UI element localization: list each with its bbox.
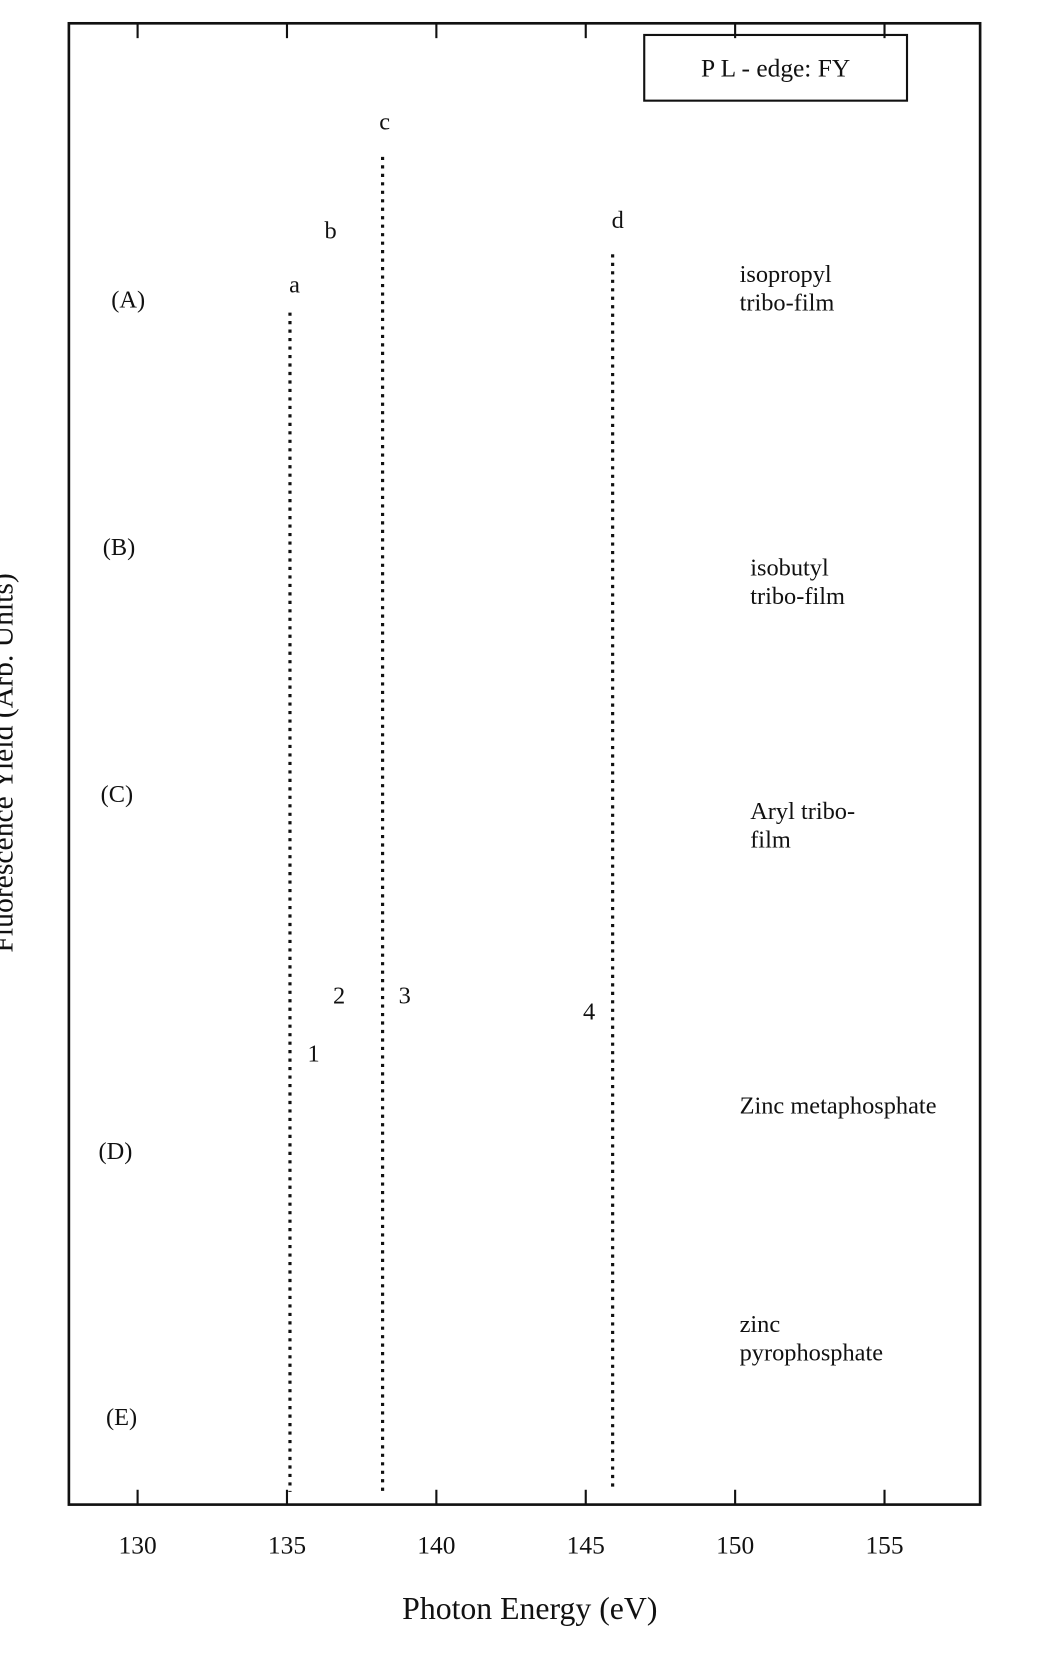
series-name-box: Zinc metaphosphate (739, 1092, 937, 1119)
peak-label: c (379, 108, 390, 135)
series-name-box: zinc pyrophosphate (739, 1310, 884, 1366)
peak-label: b (325, 217, 337, 244)
series-name-box: isobutyl tribo-film (750, 554, 845, 610)
series-name: isobutyl tribo-film (750, 554, 845, 610)
series-name: zinc pyrophosphate (739, 1310, 884, 1366)
series-name: Zinc metaphosphate (739, 1092, 937, 1119)
series-name: Aryl tribo-film (750, 797, 856, 853)
series-label: (D) (99, 1138, 133, 1165)
y-axis-label: Fluorescence Yield (Arb. Units) (0, 573, 20, 952)
peak-label: a (289, 271, 300, 298)
x-tick-label: 145 (567, 1531, 605, 1559)
series-label: (A) (111, 286, 145, 313)
series-name-box: Aryl tribo-film (750, 797, 856, 853)
x-tick-label: 130 (119, 1531, 157, 1559)
x-tick-label: 155 (865, 1531, 903, 1559)
series-label: (C) (101, 781, 133, 808)
series-name: isopropyl tribo-film (739, 260, 835, 316)
peak-label: 1 (308, 1041, 320, 1068)
x-tick-label: 140 (417, 1531, 455, 1559)
peak-label: 2 (333, 982, 345, 1009)
x-tick-label: 150 (716, 1531, 754, 1559)
peak-label: 3 (399, 982, 411, 1009)
plot-frame (67, 21, 982, 1506)
peak-label: 4 (583, 998, 595, 1025)
series-label: (B) (103, 534, 135, 561)
x-tick-label: 135 (268, 1531, 306, 1559)
annotation: P L - edge: FY (701, 54, 850, 82)
peak-label: d (612, 207, 624, 234)
series-label: (E) (106, 1404, 137, 1431)
annotation-box (643, 33, 909, 102)
series-name-box: isopropyl tribo-film (739, 260, 835, 316)
x-axis-label: Photon Energy (eV) (402, 1591, 657, 1626)
